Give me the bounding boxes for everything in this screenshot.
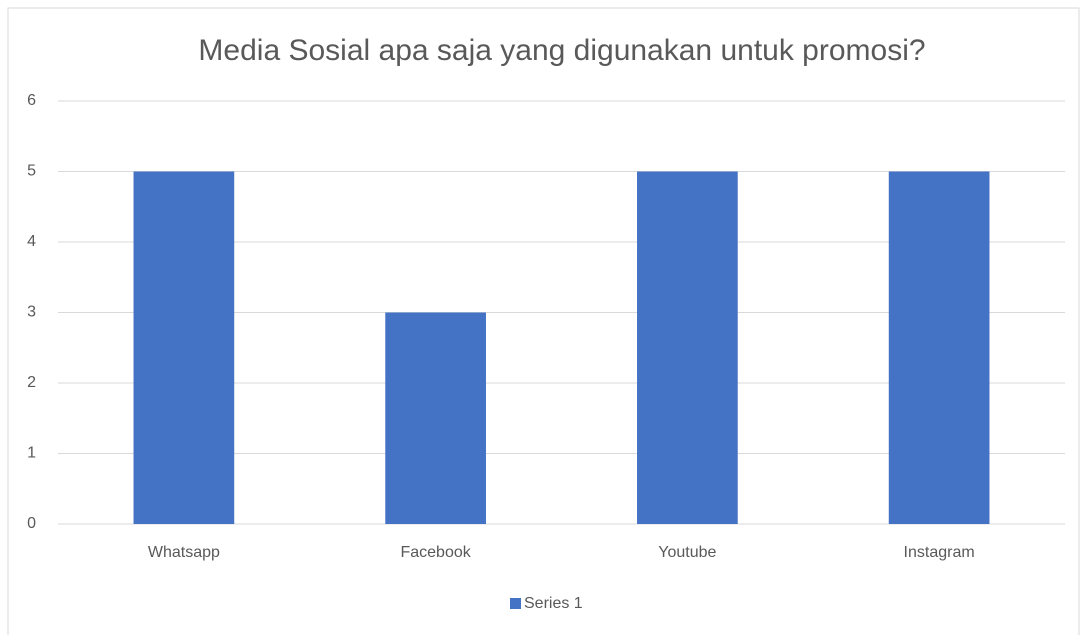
bar: [133, 171, 235, 524]
bar: [385, 312, 486, 524]
legend-swatch: [510, 598, 521, 609]
bar: [637, 171, 738, 524]
legend-label: Series 1: [524, 595, 583, 612]
y-tick-label: 6: [27, 92, 36, 109]
x-tick-label: Whatsapp: [148, 544, 220, 561]
y-tick-label: 1: [27, 445, 36, 462]
chart-title: Media Sosial apa saja yang digunakan unt…: [198, 34, 925, 67]
y-tick-label: 4: [27, 233, 36, 250]
x-tick-label: Youtube: [658, 544, 716, 561]
y-tick-label: 2: [27, 374, 36, 391]
y-tick-label: 0: [27, 515, 36, 532]
bar: [888, 171, 990, 524]
x-tick-label: Instagram: [904, 544, 975, 561]
y-tick-label: 5: [27, 163, 36, 180]
y-tick-label: 3: [27, 304, 36, 321]
x-tick-label: Facebook: [400, 544, 471, 561]
